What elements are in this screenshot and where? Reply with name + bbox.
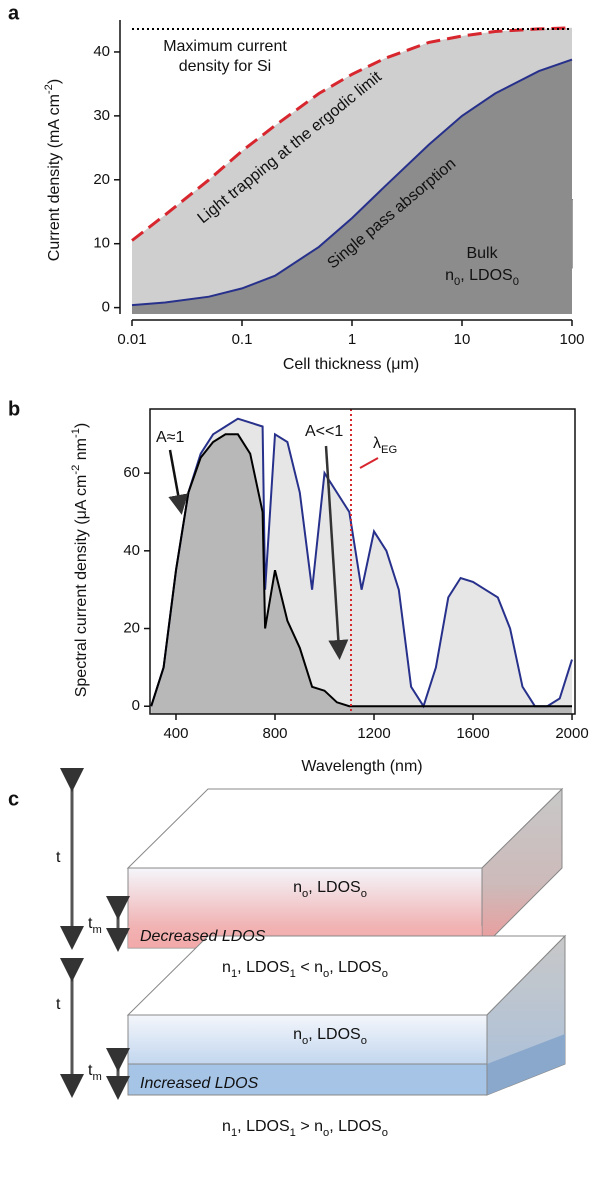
y-tick-label: 60 xyxy=(123,464,140,481)
bulk-label: no, LDOSo xyxy=(293,879,367,900)
relation-label-part: 1 xyxy=(231,968,237,980)
panel-label: b xyxy=(8,398,20,420)
inset-label-part: 0 xyxy=(454,276,460,288)
line xyxy=(150,433,572,708)
bulk-label-part: o xyxy=(361,888,367,900)
area xyxy=(151,434,573,714)
y-tick-label: 10 xyxy=(93,235,110,252)
y-axis-label-part: Spectral current density (μA cm xyxy=(73,475,90,698)
x-tick-label: 0.01 xyxy=(117,331,146,348)
relation-label-part: , LDOS xyxy=(329,959,381,976)
y-tick-label: 0 xyxy=(102,299,110,316)
y-axis-label: Current density (mA cm-2) xyxy=(43,79,63,261)
inset-label: n0, LDOS0 xyxy=(445,267,519,288)
y-axis-label-part: nm xyxy=(73,438,90,465)
x-tick-label: 1200 xyxy=(357,725,390,742)
inset-label-part: n xyxy=(445,267,454,284)
panel-label: c xyxy=(8,788,19,810)
area xyxy=(132,59,572,314)
x-tick-label: 0.1 xyxy=(232,331,253,348)
annotation: A<<1 xyxy=(305,423,343,440)
relation-label-part: 1 xyxy=(290,968,296,980)
block-top xyxy=(126,787,564,950)
y-axis-label-part: ) xyxy=(73,423,90,428)
thickness-m-label-part: m xyxy=(92,1071,101,1083)
thickness-m-label-part: t xyxy=(88,1062,93,1079)
thickness-m-label-part: t xyxy=(88,915,93,932)
relation-label-part: , LDOS xyxy=(237,959,289,976)
y-tick-label: 40 xyxy=(123,542,140,559)
arrow xyxy=(168,449,189,515)
reference-label-part: EG xyxy=(381,444,397,456)
y-axis-label-part: -2 xyxy=(43,84,55,94)
x-tick-label: 1600 xyxy=(456,725,489,742)
relation-label-part: 1 xyxy=(290,1127,296,1139)
line xyxy=(131,26,573,242)
y-axis-label: Spectral current density (μA cm-2 nm-1) xyxy=(70,423,90,698)
relation-label: n1, LDOS1 < no, LDOSo xyxy=(222,959,388,980)
bulk-label: no, LDOSo xyxy=(293,1026,367,1047)
x-tick-label: 400 xyxy=(163,725,188,742)
x-tick-label: 1 xyxy=(348,331,356,348)
x-tick-label: 100 xyxy=(559,331,584,348)
inset-label-part: , LDOS xyxy=(460,267,512,284)
y-tick-label: 40 xyxy=(93,43,110,60)
relation-label-part: , LDOS xyxy=(237,1118,289,1135)
relation-label-part: o xyxy=(323,1127,329,1139)
relation-label-part: n xyxy=(222,959,231,976)
layer-label: Increased LDOS xyxy=(140,1075,259,1092)
arrow xyxy=(359,457,379,469)
bulk-label-part: , LDOS xyxy=(308,1026,360,1043)
layer-label: Decreased LDOS xyxy=(140,928,266,945)
relation-label-part: n xyxy=(222,1118,231,1135)
x-axis-label: Cell thickness (μm) xyxy=(283,356,419,373)
x-tick-label: 800 xyxy=(262,725,287,742)
y-tick-label: 30 xyxy=(93,107,110,124)
inset-title: Bulk xyxy=(466,245,498,262)
thickness-m-label: tm xyxy=(88,915,102,936)
x-tick-label: 10 xyxy=(454,331,471,348)
thickness-arrows xyxy=(60,768,130,1100)
y-axis-label-part: -1 xyxy=(70,428,82,438)
x-axis-label: Wavelength (nm) xyxy=(301,758,422,775)
thickness-label: t xyxy=(56,849,61,866)
inset-label-part: 0 xyxy=(513,276,519,288)
plot-frame xyxy=(149,408,576,715)
relation-label-part: o xyxy=(323,968,329,980)
relation-label-part: o xyxy=(382,968,388,980)
bulk-label-part: o xyxy=(361,1035,367,1047)
relation-label-part: o xyxy=(382,1127,388,1139)
relation-label-part: 1 xyxy=(231,1127,237,1139)
line xyxy=(150,417,573,709)
panel-label: a xyxy=(8,2,20,24)
bulk-label-part: n xyxy=(293,1026,302,1043)
reference-label-part: λ xyxy=(373,435,381,452)
y-tick-label: 20 xyxy=(123,619,140,636)
reference-label: Maximum current xyxy=(163,38,287,55)
bulk-label-part: , LDOS xyxy=(308,879,360,896)
relation-label-part: > n xyxy=(296,1118,323,1135)
y-axis-label-part: Current density (mA cm xyxy=(46,94,63,261)
arrow xyxy=(324,445,349,660)
block-bottom xyxy=(126,934,567,1096)
y-tick-label: 0 xyxy=(132,697,140,714)
bulk-label-part: o xyxy=(302,1035,308,1047)
x-tick-label: 2000 xyxy=(555,725,588,742)
reference-label: λEG xyxy=(373,435,397,456)
y-axis-label-part: -2 xyxy=(70,465,82,475)
thickness-m-label-part: m xyxy=(92,924,101,936)
thickness-label: t xyxy=(56,996,61,1013)
thickness-m-label: tm xyxy=(88,1062,102,1083)
bulk-label-part: o xyxy=(302,888,308,900)
annotation: A≈1 xyxy=(156,429,184,446)
y-tick-label: 20 xyxy=(93,171,110,188)
relation-label: n1, LDOS1 > no, LDOSo xyxy=(222,1118,388,1139)
relation-label-part: < n xyxy=(296,959,323,976)
reference-label: density for Si xyxy=(179,58,271,75)
bulk-label-part: n xyxy=(293,879,302,896)
relation-label-part: , LDOS xyxy=(329,1118,381,1135)
y-axis-label-part: ) xyxy=(46,79,63,84)
line xyxy=(131,58,573,307)
